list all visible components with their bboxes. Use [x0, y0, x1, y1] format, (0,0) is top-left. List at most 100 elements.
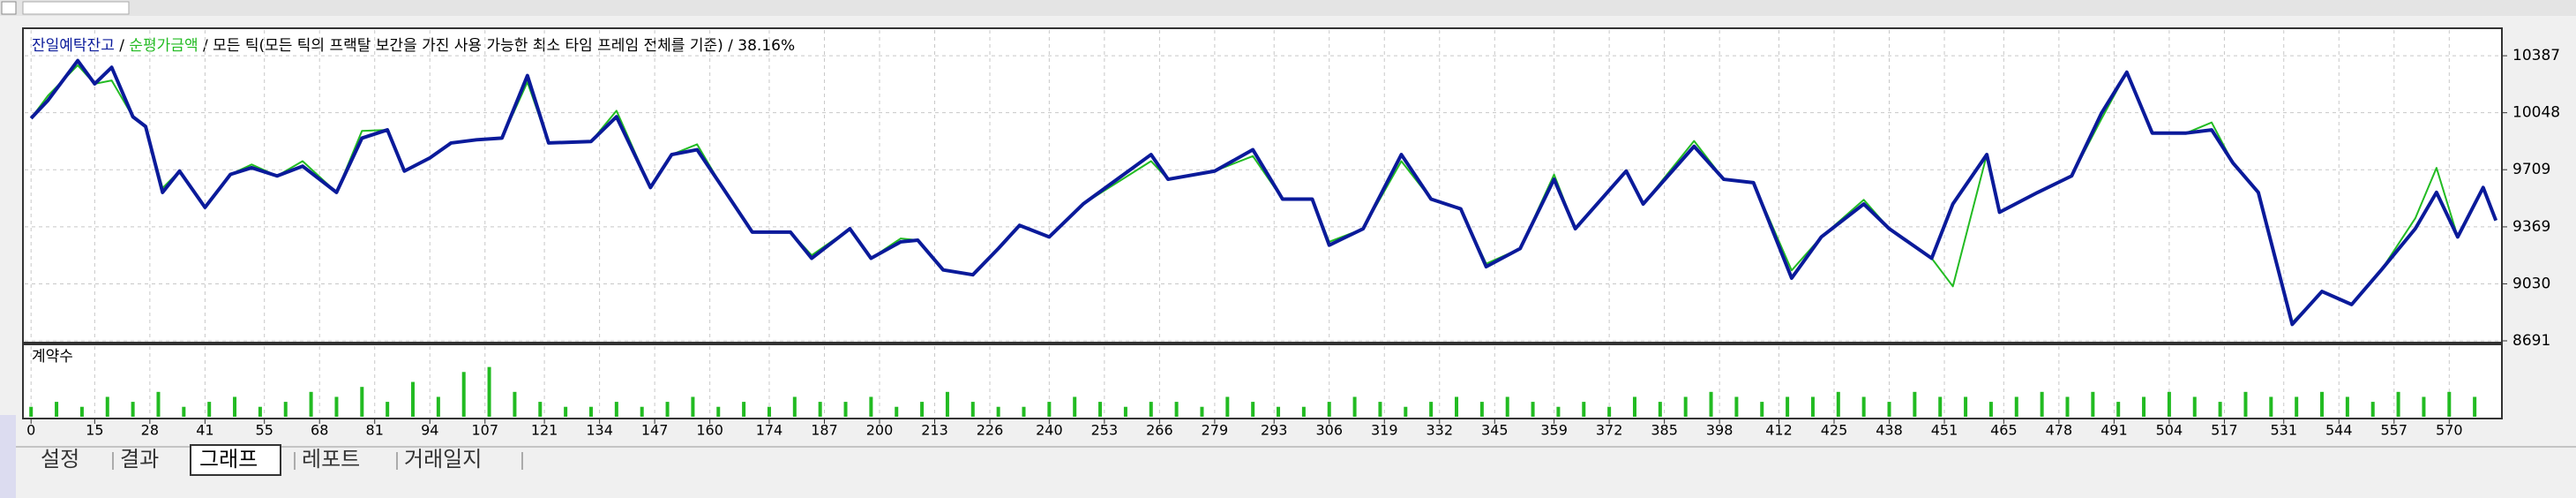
- volume-bar: [895, 406, 899, 417]
- volume-bar: [513, 391, 517, 417]
- volume-bar: [996, 406, 1000, 417]
- tab-label[interactable]: 결과: [120, 447, 159, 472]
- x-tick-label: 332: [1426, 422, 1453, 439]
- x-tick-label: 345: [1481, 422, 1509, 439]
- x-tick-label: 279: [1202, 422, 1229, 439]
- volume-bar: [1861, 396, 1866, 417]
- legend-equity: 순평가금액: [129, 37, 198, 55]
- x-tick-label: 68: [311, 422, 328, 439]
- volume-bar: [79, 406, 84, 417]
- volume-bar: [1607, 406, 1612, 417]
- volume-bar: [2142, 396, 2146, 417]
- active-tab[interactable]: [190, 444, 281, 476]
- x-tick-label: 240: [1036, 422, 1063, 439]
- volume-bar: [767, 406, 771, 417]
- volume-bar: [258, 406, 262, 417]
- volume-bar: [1582, 402, 1586, 417]
- x-tick-label: 107: [471, 422, 498, 439]
- main-panel: [22, 27, 2503, 343]
- x-tick-label: 372: [1596, 422, 1623, 439]
- y-tick-label: 8691: [2512, 332, 2550, 350]
- volume-bar: [792, 396, 797, 417]
- volume-bar: [29, 406, 34, 417]
- x-tick-label: 0: [26, 422, 35, 439]
- toolbar-field[interactable]: [22, 1, 130, 15]
- volume-bar: [970, 402, 975, 417]
- volume-bar: [411, 381, 416, 417]
- volume-bar: [2243, 391, 2248, 417]
- x-tick-label: 200: [866, 422, 894, 439]
- x-tick-label: 174: [756, 422, 783, 439]
- volume-bar: [1913, 391, 1917, 417]
- x-tick-label: 531: [2270, 422, 2297, 439]
- volume-bar: [1734, 396, 1739, 417]
- x-tick-label: 306: [1315, 422, 1343, 439]
- volume-bar: [2320, 391, 2325, 417]
- x-tick-label: 412: [1765, 422, 1793, 439]
- volume-bar: [1531, 402, 1535, 417]
- x-tick-label: 544: [2325, 422, 2353, 439]
- x-tick-label: 504: [2156, 422, 2183, 439]
- volume-bar: [564, 406, 568, 417]
- volume-bar: [309, 391, 313, 417]
- volume-title: 계약수: [32, 348, 73, 366]
- y-tick-label: 10387: [2512, 47, 2560, 64]
- volume-bar: [1810, 396, 1815, 417]
- x-tick-label: 425: [1821, 422, 1848, 439]
- volume-bar: [1251, 402, 1255, 417]
- volume-panel: [22, 343, 2503, 419]
- volume-bar: [2422, 396, 2426, 417]
- tab-label[interactable]: 그래프: [199, 447, 258, 472]
- volume-bar: [1479, 402, 1484, 417]
- volume-bar: [1505, 396, 1509, 417]
- volume-bar: [55, 402, 59, 417]
- volume-bar: [1683, 396, 1688, 417]
- volume-bar: [1378, 402, 1382, 417]
- volume-bar: [1123, 406, 1127, 417]
- volume-bar: [360, 387, 364, 417]
- volume-bar: [1277, 406, 1281, 417]
- x-tick-label: 557: [2381, 422, 2408, 439]
- volume-bar: [843, 402, 848, 417]
- chart-header: 잔일예탁잔고 / 순평가금액 / 모든 틱(모든 틱의 프랙탈 보간을 가진 사…: [32, 37, 795, 55]
- x-tick-label: 81: [366, 422, 384, 439]
- volume-bar: [2192, 396, 2197, 417]
- x-tick-label: 160: [696, 422, 723, 439]
- tab-label[interactable]: 레포트: [302, 447, 360, 472]
- x-tick-label: 478: [2046, 422, 2073, 439]
- x-tick-label: 293: [1261, 422, 1288, 439]
- volume-bar: [2116, 402, 2121, 417]
- tab-label[interactable]: 설정: [41, 447, 79, 472]
- volume-bar: [105, 396, 109, 417]
- y-tick-label: 10048: [2512, 104, 2560, 122]
- x-tick-label: 517: [2211, 422, 2238, 439]
- volume-bar: [2040, 391, 2044, 417]
- volume-bar: [156, 391, 161, 417]
- volume-bar: [2167, 391, 2171, 417]
- volume-bar: [2447, 391, 2452, 417]
- toolbar-button[interactable]: [1, 1, 17, 15]
- volume-bar: [1786, 396, 1790, 417]
- volume-bar: [1632, 396, 1636, 417]
- volume-bar: [614, 402, 618, 417]
- tab-label[interactable]: 거래일지: [404, 447, 482, 472]
- y-tick-label: 9709: [2512, 161, 2550, 178]
- volume-bar: [487, 366, 491, 417]
- volume-bar: [334, 396, 339, 417]
- x-tick-label: 187: [811, 422, 838, 439]
- volume-bar: [742, 402, 746, 417]
- y-tick-label: 9369: [2512, 218, 2550, 236]
- y-tick-label: 9030: [2512, 275, 2550, 292]
- volume-bar: [1836, 391, 1840, 417]
- side-strip: [0, 415, 16, 498]
- x-tick-label: 94: [421, 422, 438, 439]
- volume-bar: [1149, 402, 1153, 417]
- volume-bar: [1404, 406, 1408, 417]
- volume-bar: [1964, 396, 1968, 417]
- volume-bar: [1073, 396, 1077, 417]
- volume-bar: [1174, 402, 1179, 417]
- volume-bar: [1887, 402, 1891, 417]
- x-tick-label: 134: [586, 422, 613, 439]
- volume-bar: [2091, 391, 2095, 417]
